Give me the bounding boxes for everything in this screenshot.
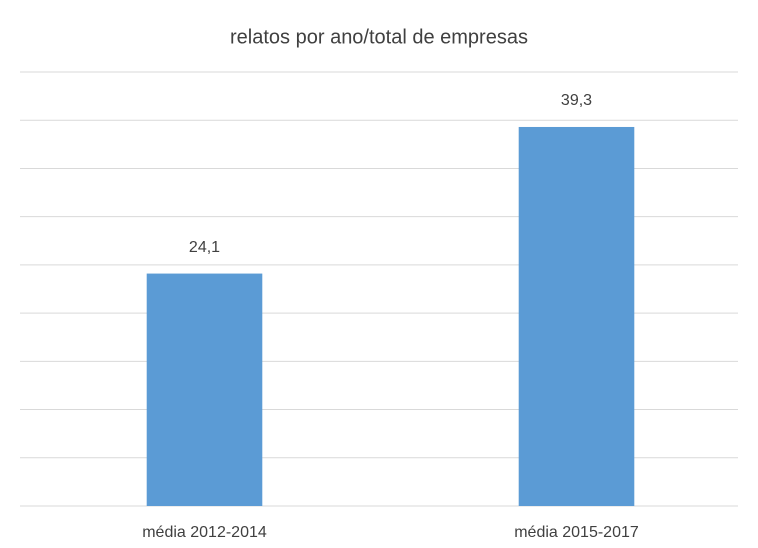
chart-title: relatos por ano/total de empresas bbox=[230, 26, 528, 48]
bar bbox=[518, 126, 635, 507]
x-tick-label: média 2015-2017 bbox=[514, 524, 639, 541]
data-label: 39,3 bbox=[561, 92, 592, 109]
bar bbox=[146, 273, 263, 506]
data-label: 24,1 bbox=[189, 239, 220, 256]
x-tick-label: média 2012-2014 bbox=[142, 524, 267, 541]
